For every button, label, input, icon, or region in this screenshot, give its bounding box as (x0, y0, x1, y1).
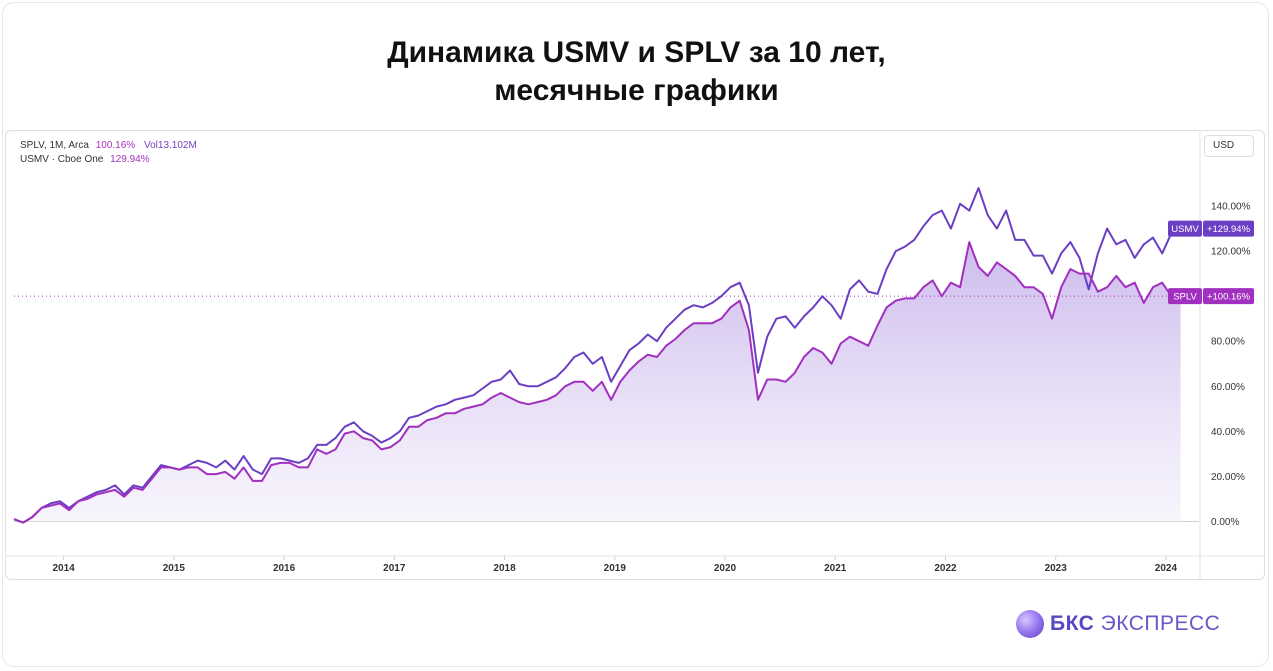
price-label-name: SPLV (1173, 292, 1197, 303)
y-tick-label: 40.00% (1211, 427, 1245, 438)
y-tick-label: 20.00% (1211, 472, 1245, 483)
currency-selector[interactable]: USD (1204, 135, 1254, 157)
y-tick-label: 140.00% (1211, 202, 1251, 213)
y-tick-label: 120.00% (1211, 247, 1251, 258)
legend-splv-row: SPLV, 1M, Arca 100.16% Vol13.102M (20, 139, 197, 153)
x-tick-label: 2019 (604, 563, 627, 574)
x-tick-label: 2018 (493, 563, 516, 574)
legend-vol-label: Vol (143, 140, 158, 151)
x-tick-label: 2016 (273, 563, 296, 574)
line-chart[interactable]: 0.00%20.00%40.00%60.00%80.00%100.00%120.… (6, 131, 1265, 580)
x-tick-label: 2017 (383, 563, 406, 574)
legend-usmv-label: USMV · Cboe One (20, 154, 104, 165)
brand-bold: БКС (1050, 612, 1095, 635)
price-label-value-bg (1203, 288, 1254, 305)
price-label-value-bg (1203, 220, 1254, 237)
legend-splv-value: 100.16% (95, 140, 136, 151)
price-label-value: +100.16% (1207, 292, 1251, 303)
price-label-splv: SPLV +100.16% (1168, 288, 1254, 305)
legend-vol-value: 13.102M (157, 140, 197, 151)
y-tick-label: 80.00% (1211, 337, 1245, 348)
x-tick-label: 2022 (934, 563, 957, 574)
price-label-value: +129.94% (1207, 224, 1251, 235)
title-line-1: Динамика USMV и SPLV за 10 лет, (387, 36, 886, 69)
brand-logo: БКС ЭКСПРЕСС (1016, 608, 1220, 640)
brand-rest: ЭКСПРЕСС (1100, 612, 1221, 635)
x-tick-label: 2014 (52, 563, 75, 574)
price-label-name: USMV (1171, 224, 1199, 235)
chart-card[interactable]: 0.00%20.00%40.00%60.00%80.00%100.00%120.… (5, 130, 1265, 580)
splv-area (14, 242, 1181, 523)
price-label-name-bg (1168, 220, 1202, 237)
y-tick-label: 0.00% (1211, 517, 1239, 528)
chart-legend: SPLV, 1M, Arca 100.16% Vol13.102M USMV ·… (20, 139, 197, 167)
x-tick-label: 2020 (714, 563, 737, 574)
legend-splv-label: SPLV, 1M, Arca (20, 140, 89, 151)
price-label-name-bg (1168, 288, 1202, 305)
page-title: Динамика USMV и SPLV за 10 лет, месячные… (0, 34, 1273, 110)
x-tick-label: 2021 (824, 563, 847, 574)
brand-logo-text: БКС ЭКСПРЕСС (1050, 612, 1220, 636)
brand-logo-icon (1016, 610, 1044, 638)
legend-usmv-value: 129.94% (110, 154, 150, 165)
x-tick-label: 2024 (1155, 563, 1178, 574)
price-label-usmv: USMV +129.94% (1168, 220, 1254, 237)
x-tick-label: 2015 (163, 563, 186, 574)
usmv-line (13, 187, 1199, 524)
splv-line (13, 241, 1181, 524)
y-tick-label: 60.00% (1211, 382, 1245, 393)
legend-usmv-row: USMV · Cboe One 129.94% (20, 153, 197, 167)
x-tick-label: 2023 (1045, 563, 1068, 574)
title-line-2: месячные графики (494, 74, 779, 107)
